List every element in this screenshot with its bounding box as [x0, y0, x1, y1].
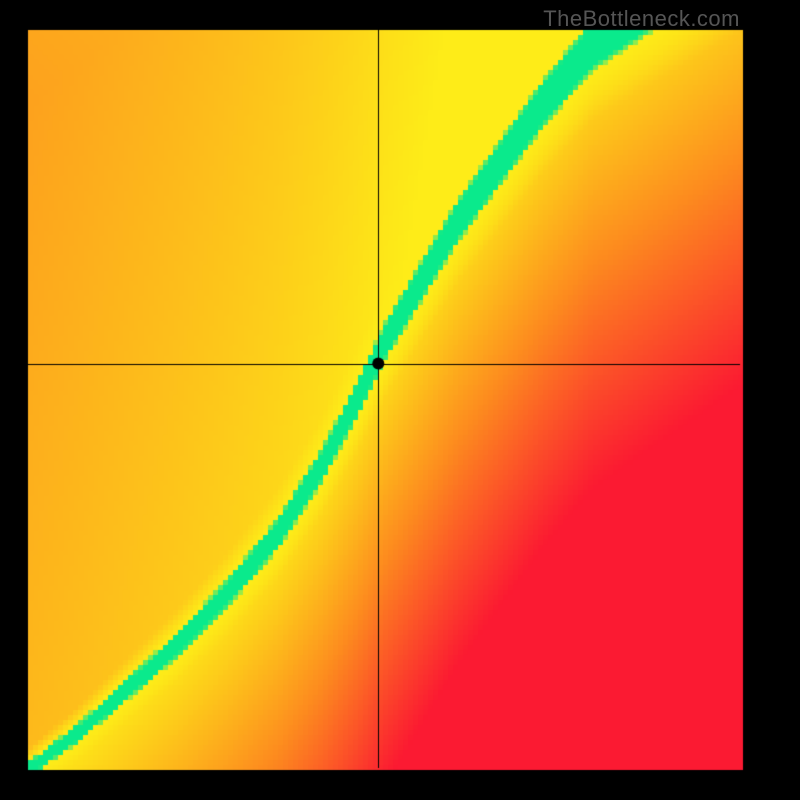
watermark-text: TheBottleneck.com	[543, 6, 740, 32]
bottleneck-heatmap	[0, 0, 800, 800]
